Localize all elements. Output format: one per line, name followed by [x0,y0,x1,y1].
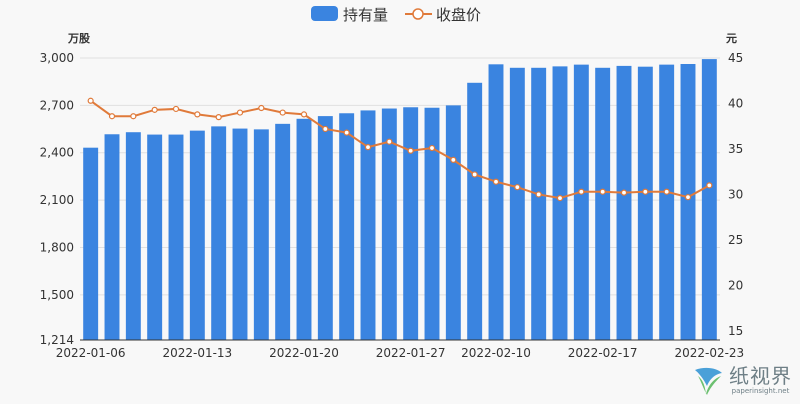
bar-series [83,59,717,341]
bar [147,134,163,340]
price-point [450,156,457,163]
price-point [258,104,265,112]
left-tick-label: 1,500 [40,288,74,302]
right-tick-label: 15 [728,324,743,338]
price-point [492,178,500,185]
bar [253,129,269,340]
right-tick-label: 25 [728,233,743,247]
bar [616,65,632,340]
bar [445,105,461,340]
watermark-title: 纸视界 [729,364,792,388]
price-point [130,113,137,120]
bar [339,113,355,341]
x-tick-label: 2022-02-10 [461,346,531,360]
bar [83,147,99,340]
left-tick-label: 3,000 [40,51,74,65]
bar [381,108,397,341]
bar [211,126,227,340]
price-point [87,97,94,104]
price-point [556,194,564,202]
legend-marker-price [412,8,424,20]
price-point [108,113,116,120]
right-tick-label: 45 [728,51,743,65]
bar [531,67,547,340]
x-tick-label: 2022-01-27 [376,346,446,360]
bar [637,66,653,341]
price-point [535,191,542,198]
right-tick-label: 30 [728,187,743,201]
price-point [514,184,521,191]
bar [595,67,611,340]
price-point [300,111,308,118]
legend-swatch-holdings [311,6,338,21]
bar [552,66,568,341]
price-point [172,105,180,113]
legend-label-holdings: 持有量 [343,6,388,24]
bar [509,67,525,340]
price-point [236,109,244,116]
price-point [151,106,158,113]
bar [168,134,184,340]
watermark-url: paperinsight.net [731,387,790,395]
price-point [407,147,414,154]
axes: 1,2141,5001,8002,1002,4002,7003,00015202… [40,32,745,360]
bar [701,59,717,341]
right-tick-label: 20 [728,278,743,292]
left-tick-label: 2,400 [40,146,74,160]
price-point [578,188,585,195]
price-point [386,138,393,145]
bar [125,132,141,340]
left-tick-label: 1,800 [40,240,74,254]
price-point [343,129,350,136]
watermark-logo-icon [695,367,722,395]
line-series [87,97,713,202]
price-point [194,111,201,118]
x-tick-label: 2022-01-13 [162,346,232,360]
price-point [428,144,436,152]
left-tick-label: 2,700 [40,98,74,112]
bar [317,116,333,341]
price-line [90,99,710,200]
right-tick-label: 40 [728,96,743,110]
bar [573,64,589,340]
bar [189,130,205,340]
bar [680,64,696,340]
bar [403,107,419,341]
right-axis-unit: 元 [726,32,737,45]
bar [275,123,291,340]
bar [659,64,675,340]
price-point [322,125,329,133]
bar [467,82,483,340]
bar [488,64,504,340]
bar [296,118,312,340]
left-tick-label: 2,100 [40,193,74,207]
legend: 持有量 收盘价 [311,6,481,24]
x-tick-label: 2022-01-06 [56,346,126,360]
grid-lines [80,57,720,341]
x-tick-label: 2022-01-20 [269,346,339,360]
bar [424,107,440,340]
price-point [599,188,606,195]
x-tick-label: 2022-02-23 [674,346,744,360]
price-point [620,189,628,196]
price-point [279,109,286,116]
x-tick-label: 2022-02-17 [568,346,638,360]
price-point [706,182,713,189]
price-point [642,188,649,195]
legend-label-price: 收盘价 [436,6,481,24]
bar [232,128,248,340]
bar [360,110,376,340]
left-axis-unit: 万股 [67,32,91,45]
price-point [684,194,692,201]
watermark: 纸视界 paperinsight.net [691,364,792,396]
price-point [215,114,222,121]
bar [104,134,120,340]
price-point [364,144,372,151]
price-point [471,171,478,178]
left-tick-label: 1,214 [40,333,74,347]
right-tick-label: 35 [728,142,743,156]
price-point [663,188,670,195]
